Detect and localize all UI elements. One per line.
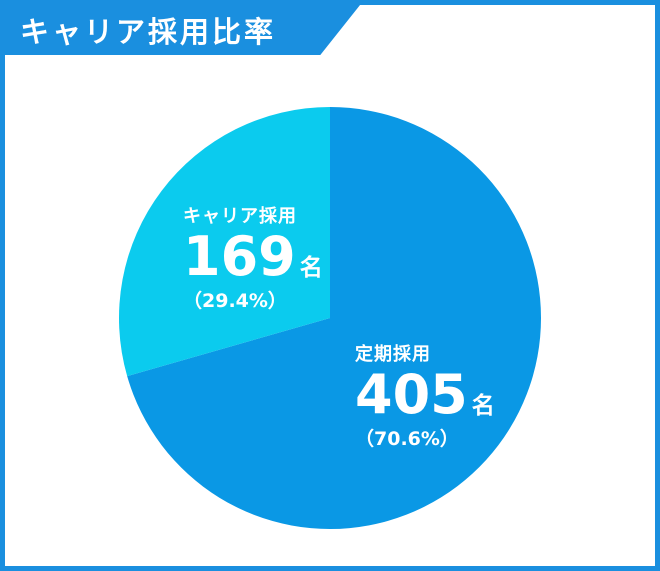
chart-title: キャリア採用比率 — [20, 15, 277, 49]
slice-count-career: 169 — [183, 225, 296, 288]
pie-slice-regular — [127, 107, 541, 529]
slice-percent-career: （29.4%） — [183, 290, 287, 312]
slice-label-regular: 定期採用 405 名 （70.6%） — [355, 340, 495, 451]
slice-count-regular: 405 — [355, 363, 468, 426]
slice-unit-career: 名 — [299, 255, 323, 281]
slice-name-regular: 定期採用 — [355, 344, 431, 365]
title-tab: キャリア採用比率 — [0, 0, 364, 55]
slice-unit-regular: 名 — [471, 393, 495, 419]
pie-slice-career — [119, 107, 330, 377]
slice-label-career: キャリア採用 169 名 （29.4%） — [183, 202, 323, 313]
slice-name-career: キャリア採用 — [183, 206, 297, 227]
slice-percent-regular: （70.6%） — [355, 428, 459, 450]
